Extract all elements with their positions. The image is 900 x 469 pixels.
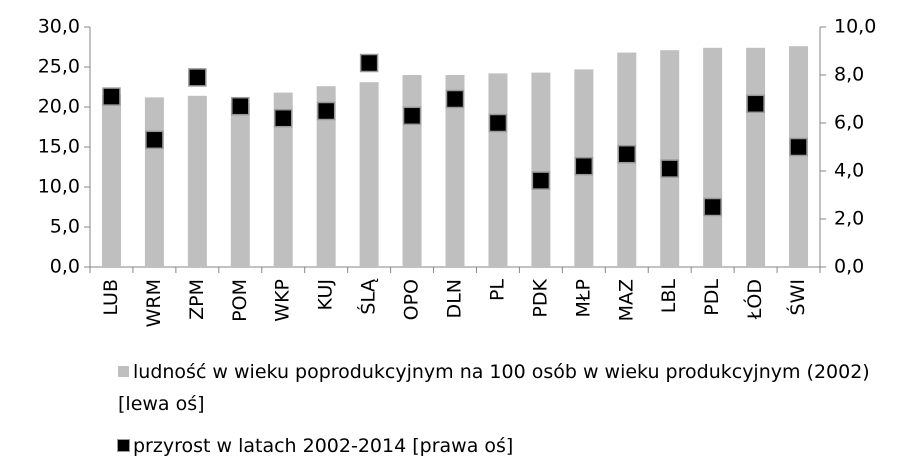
- legend-swatch: [118, 366, 129, 377]
- marker: [617, 144, 637, 164]
- x-tick-label: PL: [486, 279, 508, 301]
- x-tick-label: OPO: [401, 279, 423, 320]
- marker: [231, 96, 250, 116]
- y2-tick-label: 6,0: [834, 112, 864, 134]
- x-tick-label: PDK: [529, 278, 551, 317]
- x-tick-label: WRM: [143, 279, 165, 327]
- marker: [273, 108, 293, 128]
- bar: [101, 95, 121, 267]
- marker: [703, 197, 722, 217]
- marker: [316, 101, 336, 121]
- x-tick-label: KUJ: [315, 279, 337, 310]
- y-tick-label: 30,0: [38, 16, 80, 38]
- x-tick-label: LUB: [100, 279, 122, 316]
- marker: [660, 159, 679, 178]
- marker: [102, 87, 121, 106]
- x-tick-label: DLN: [444, 279, 466, 318]
- legend-entry: przyrost w latach 2002-2014 [prawa oś]: [117, 430, 878, 462]
- legend-label: ludność w wieku poprodukcyjnym na 100 os…: [118, 361, 870, 415]
- bar: [531, 72, 551, 267]
- bar: [144, 97, 164, 268]
- y-tick-label: 25,0: [38, 56, 80, 78]
- x-tick-label: ŁÓD: [742, 279, 766, 320]
- x-tick-label: WKP: [272, 279, 294, 322]
- y2-tick-label: 2,0: [834, 208, 864, 230]
- marker: [145, 130, 164, 150]
- bar: [488, 73, 508, 268]
- y-tick-label: 10,0: [38, 176, 80, 198]
- y-tick-label: 5,0: [50, 216, 80, 238]
- bar: [703, 47, 723, 267]
- marker: [402, 106, 422, 126]
- y-tick-label: 0,0: [50, 256, 80, 278]
- x-tick-label: POM: [229, 279, 251, 322]
- y-tick-label: 20,0: [38, 96, 80, 118]
- y2-tick-label: 8,0: [834, 64, 864, 86]
- marker: [445, 89, 465, 109]
- bar: [789, 46, 809, 268]
- y2-tick-label: 10,0: [834, 16, 876, 38]
- bar: [445, 75, 465, 267]
- marker: [531, 171, 551, 190]
- marker: [746, 94, 765, 114]
- legend-swatch: [117, 439, 130, 452]
- x-tick-label: PDL: [701, 279, 723, 316]
- bar: [746, 47, 766, 267]
- marker: [359, 53, 379, 73]
- x-tick-label: MAZ: [615, 279, 637, 321]
- marker: [789, 137, 808, 157]
- x-tick-label: ZPM: [186, 279, 208, 320]
- y-tick-label: 15,0: [38, 136, 80, 158]
- legend-label: przyrost w latach 2002-2014 [prawa oś]: [133, 435, 514, 457]
- bar: [273, 92, 293, 267]
- x-tick-label: ŚLĄ: [356, 278, 380, 315]
- bar: [230, 103, 250, 267]
- bar: [660, 50, 680, 268]
- y2-tick-label: 4,0: [834, 160, 864, 182]
- y2-tick-label: 0,0: [834, 256, 864, 278]
- marker: [188, 68, 207, 87]
- bar: [402, 75, 422, 267]
- bar: [316, 86, 336, 267]
- x-tick-label: ŚWI: [785, 279, 809, 315]
- marker: [574, 156, 594, 176]
- legend-entry: ludność w wieku poprodukcyjnym na 100 os…: [118, 356, 878, 420]
- bar: [187, 95, 207, 267]
- x-tick-label: MŁP: [572, 279, 594, 318]
- chart: 0,0 5,0 10,0 15,0 20,0 25,0 30,0 0,0 2,0 4,0 6,0 8,…: [38, 16, 877, 328]
- marker: [488, 113, 508, 133]
- x-tick-label: LBL: [658, 279, 680, 314]
- bar: [359, 82, 379, 267]
